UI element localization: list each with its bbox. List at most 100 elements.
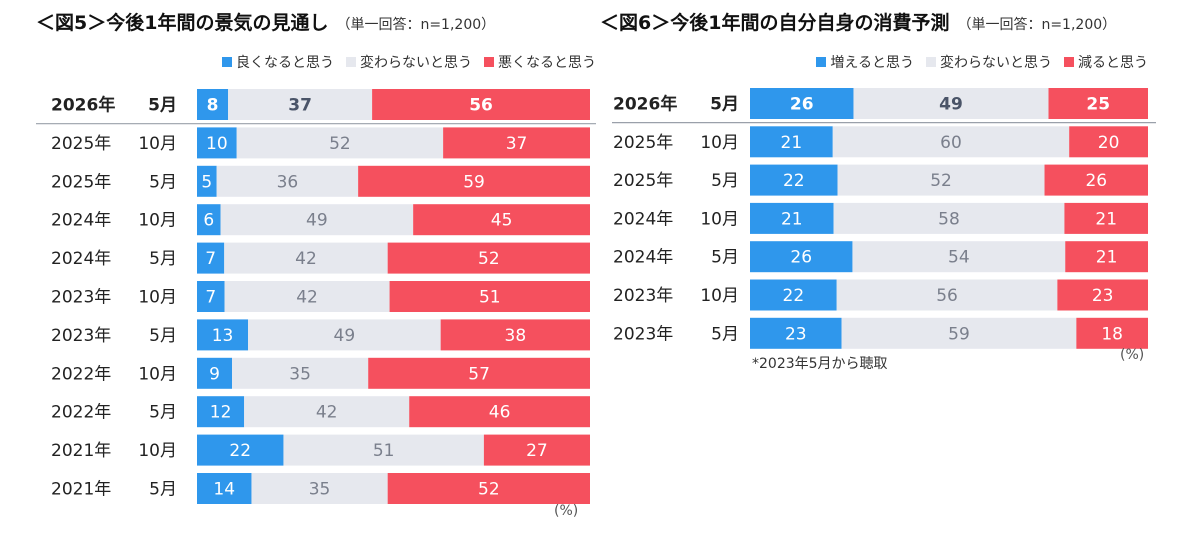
- bar-segment-positive: [197, 319, 249, 351]
- data-label: 42: [295, 249, 317, 269]
- data-label: 56: [936, 286, 958, 306]
- category-label-month: 5月: [149, 326, 177, 346]
- category-label-month: 5月: [149, 480, 177, 500]
- bar-segment-negative: [1069, 126, 1148, 158]
- data-label: 23: [1092, 286, 1114, 306]
- bar-segment-neutral: [224, 242, 388, 274]
- data-label: 8: [207, 96, 219, 116]
- bar-segment-negative: [440, 319, 590, 351]
- category-label-year: 2024年: [51, 249, 111, 269]
- chart-base-note: （単一回答：n=1,200）: [336, 17, 496, 33]
- data-label: 37: [288, 96, 312, 116]
- unit-label: (%): [554, 503, 579, 519]
- data-label: 35: [289, 364, 311, 384]
- bar-segment-neutral: [248, 319, 441, 351]
- category-label-month: 10月: [700, 286, 739, 306]
- chart-panel-consumption-forecast: ＜図6＞今後1年間の自分自身の消費予測 （単一回答：n=1,200） 増えると思う…: [600, 0, 1200, 548]
- legend-label: 増えると思う: [830, 55, 914, 71]
- data-label: 52: [329, 134, 351, 154]
- bar-segment-neutral: [833, 202, 1065, 234]
- chart-title-text: ＜図6＞今後1年間の自分自身の消費予測: [600, 12, 950, 34]
- legend-label: 変わらないと思う: [940, 55, 1052, 71]
- bar-segment-negative: [1044, 164, 1148, 196]
- bar-segment-positive: [750, 241, 853, 273]
- category-label-month: 10月: [138, 364, 177, 384]
- chart-title: ＜図5＞今後1年間の景気の見通し （単一回答：n=1,200）: [36, 8, 495, 35]
- legend-label: 良くなると思う: [236, 55, 334, 71]
- bar-segment-negative: [483, 434, 590, 466]
- data-label: 10: [206, 134, 228, 154]
- category-label-year: 2023年: [51, 288, 111, 308]
- category-label-year: 2024年: [51, 211, 111, 231]
- category-label-month: 10月: [138, 441, 177, 461]
- category-label-year: 2025年: [51, 172, 111, 192]
- category-label-month: 5月: [710, 95, 739, 115]
- bar-segment-positive: [750, 88, 854, 119]
- category-label-year: 2022年: [51, 403, 111, 423]
- bar-segment-positive: [750, 317, 842, 349]
- bar-segment-negative: [372, 89, 590, 120]
- bar-segment-neutral: [224, 281, 390, 312]
- category-label-year: 2025年: [51, 134, 111, 154]
- category-label-year: 2023年: [613, 324, 673, 344]
- legend-label: 減ると思う: [1078, 55, 1148, 71]
- bar-segment-neutral: [852, 241, 1066, 273]
- data-label: 51: [373, 441, 395, 461]
- category-label-year: 2023年: [51, 326, 111, 346]
- data-label: 21: [1095, 209, 1117, 229]
- data-label: 46: [489, 403, 511, 423]
- legend-item-same: 変わらないと思う: [346, 52, 472, 72]
- bar-segment-neutral: [236, 127, 444, 159]
- bar-segment-neutral: [244, 396, 410, 428]
- chart-base-note: （単一回答：n=1,200）: [957, 17, 1117, 33]
- category-label-month: 5月: [149, 249, 177, 269]
- data-label: 49: [306, 211, 328, 231]
- data-label: 6: [203, 211, 214, 231]
- bar-segment-positive: [197, 357, 233, 389]
- data-label: 52: [478, 249, 500, 269]
- bar-segment-neutral: [837, 164, 1045, 196]
- bar-segment-positive: [197, 434, 284, 466]
- data-label: 7: [205, 249, 216, 269]
- bar-segment-neutral: [832, 126, 1070, 158]
- category-label-year: 2021年: [51, 480, 111, 500]
- category-label-month: 5月: [711, 324, 739, 344]
- data-label: 59: [948, 324, 970, 344]
- data-label: 38: [505, 326, 527, 346]
- bar-segment-positive: [197, 127, 237, 159]
- data-label: 22: [783, 286, 805, 306]
- category-label-month: 5月: [148, 96, 177, 116]
- bar-segment-negative: [387, 242, 590, 274]
- category-label-year: 2023年: [613, 286, 673, 306]
- data-label: 42: [316, 403, 338, 423]
- data-label: 27: [526, 441, 548, 461]
- data-label: 52: [478, 480, 500, 500]
- data-label: 42: [296, 288, 318, 308]
- bar-segment-positive: [197, 89, 229, 120]
- data-label: 13: [212, 326, 234, 346]
- chart-legend: 増えると思う 変わらないと思う 減ると思う: [816, 52, 1148, 72]
- category-label-month: 10月: [138, 211, 177, 231]
- bar-segment-neutral: [251, 473, 388, 504]
- data-label: 25: [1086, 95, 1110, 115]
- bar-segment-positive: [197, 473, 252, 504]
- data-label: 9: [209, 364, 220, 384]
- bar-segment-positive: [750, 279, 837, 311]
- legend-item-increase: 増えると思う: [816, 52, 914, 72]
- footnote: *2023年5月から聴取: [752, 356, 888, 372]
- chart-panel-economy-outlook: ＜図5＞今後1年間の景気の見通し （単一回答：n=1,200） 良くなると思う 変…: [36, 8, 596, 519]
- category-label-year: 2024年: [613, 209, 673, 229]
- chart-title-text: ＜図5＞今後1年間の景気の見通し: [36, 12, 329, 34]
- data-label: 21: [781, 209, 803, 229]
- category-label-year: 2024年: [613, 248, 673, 268]
- bar-segment-neutral: [841, 317, 1077, 349]
- bar-segment-negative: [1048, 88, 1148, 119]
- data-label: 18: [1101, 324, 1123, 344]
- category-label-month: 10月: [138, 134, 177, 154]
- legend-label: 変わらないと思う: [360, 55, 472, 71]
- category-label-month: 5月: [711, 171, 739, 191]
- bar-segment-positive: [750, 202, 834, 234]
- data-label: 22: [229, 441, 251, 461]
- bar-segment-positive: [750, 164, 838, 196]
- bar-segment-negative: [1065, 241, 1148, 273]
